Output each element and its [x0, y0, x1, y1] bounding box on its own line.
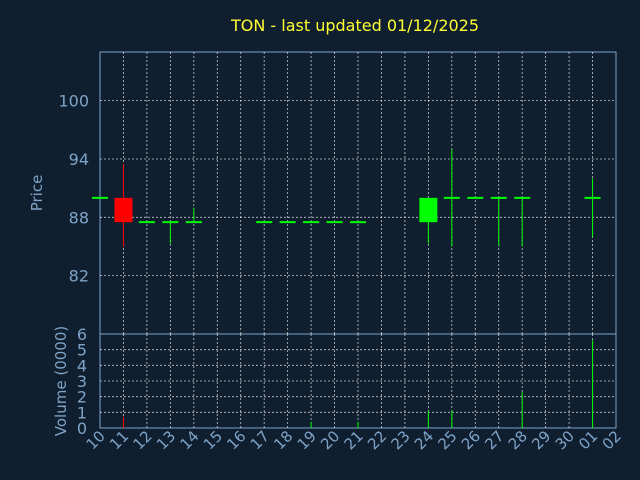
- price-y-tick-label: 94: [69, 150, 89, 169]
- x-tick-label: 28: [505, 427, 531, 453]
- x-tick-label: 22: [364, 427, 390, 453]
- x-axis-label: Day: [333, 458, 363, 476]
- volume-y-tick-label: 1: [77, 403, 87, 422]
- price-axis-label: Price: [28, 175, 46, 212]
- x-tick-label: 19: [294, 427, 320, 453]
- x-tick-label: 13: [153, 427, 179, 453]
- x-tick-label: 12: [130, 427, 156, 453]
- x-tick-label: 01: [575, 427, 601, 453]
- x-tick-label: 20: [317, 427, 343, 453]
- price-gridlines: [100, 52, 616, 334]
- volume-y-tick-label: 4: [77, 356, 87, 375]
- chart-title: TON - last updated 01/12/2025: [230, 16, 479, 35]
- x-tick-label: 27: [481, 427, 507, 453]
- volume-y-tick-label: 6: [77, 325, 87, 344]
- x-tick-label: 29: [528, 427, 554, 453]
- x-tick-label: 02: [599, 427, 625, 453]
- volume-gridlines: [100, 334, 616, 428]
- price-y-tick-label: 82: [69, 267, 89, 286]
- volume-y-tick-label: 0: [77, 419, 87, 438]
- x-tick-label: 23: [388, 427, 414, 453]
- volume-y-tick-label: 3: [77, 372, 87, 391]
- x-tick-label: 15: [200, 427, 226, 453]
- candle-body: [419, 197, 438, 223]
- x-tick-label: 16: [223, 427, 249, 453]
- volume-y-tick-label: 5: [77, 341, 87, 360]
- price-y-tick-labels: 82 88 94 100: [58, 92, 89, 286]
- x-tick-label: 25: [434, 427, 460, 453]
- x-tick-label: 11: [106, 427, 132, 453]
- x-tick-label: 18: [270, 427, 296, 453]
- price-candles: [92, 149, 601, 247]
- x-tick-label: 24: [411, 427, 437, 453]
- x-tick-label: 26: [458, 427, 484, 453]
- volume-bars: [122, 340, 594, 428]
- x-tick-label: 17: [247, 427, 273, 453]
- candle-body: [114, 197, 133, 223]
- x-tick-label: 14: [176, 427, 202, 453]
- x-tick-label: 30: [552, 427, 578, 453]
- volume-axis-label: Volume (0000): [52, 326, 70, 436]
- x-tick-labels: 1011121314151617181920212223242526272829…: [83, 427, 625, 453]
- price-y-tick-label: 88: [69, 208, 89, 227]
- volume-y-tick-label: 2: [77, 388, 87, 407]
- x-tick-label: 21: [341, 427, 367, 453]
- price-y-tick-label: 100: [58, 92, 89, 111]
